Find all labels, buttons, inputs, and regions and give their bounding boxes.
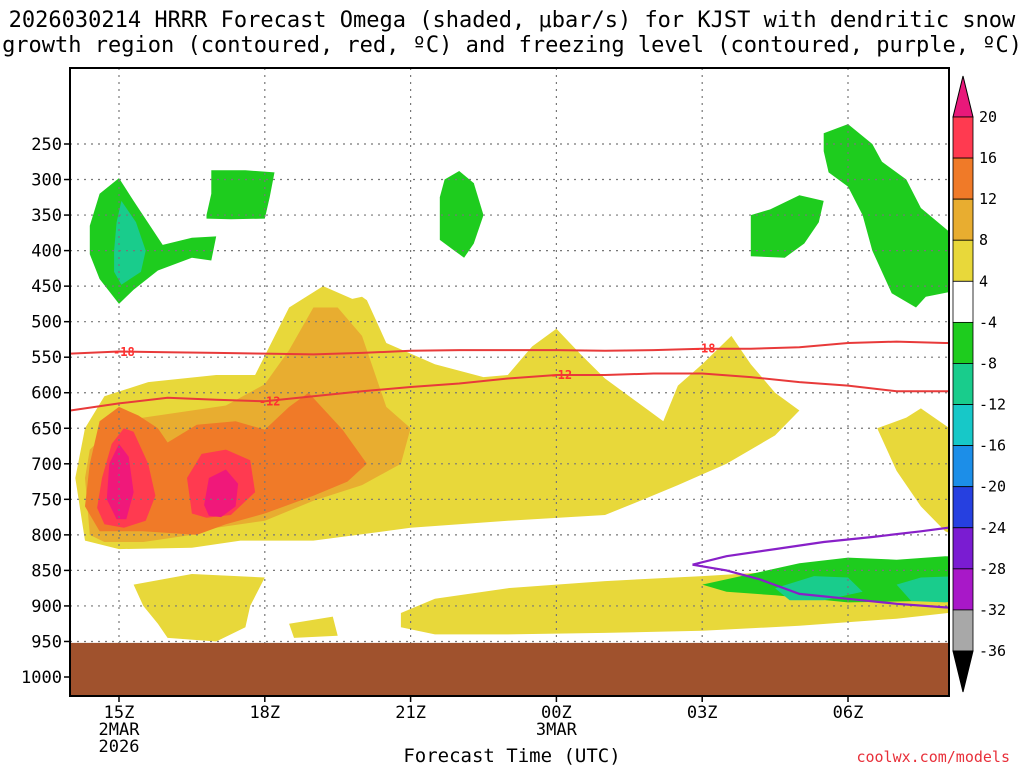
dgz-contour-0 (70, 340, 949, 356)
colorbar-swatch (952, 404, 974, 447)
x-tick-label: 15Z (104, 703, 135, 723)
omega-region-2 (289, 616, 338, 638)
freezing-contour-0 (692, 526, 949, 566)
colorbar-label: -4 (979, 313, 997, 331)
colorbar-swatch (952, 321, 974, 364)
y-tick-label: 600 (31, 384, 62, 404)
y-tick-label: 950 (31, 632, 62, 652)
y-tick-label: 900 (31, 597, 62, 617)
colorbar-swatch (952, 568, 974, 611)
y-tick-label: 550 (31, 348, 62, 368)
y-tick-label: 400 (31, 242, 62, 262)
colorbar-swatch (952, 116, 974, 159)
omega-region-14 (750, 195, 824, 258)
terrain-mask (70, 642, 949, 696)
omega-region-4 (877, 408, 949, 533)
x-tick-label: 00Z (541, 703, 572, 723)
x-tick-label: 03Z (687, 703, 718, 723)
colorbar-swatch (952, 239, 974, 282)
colorbar-swatch (952, 198, 974, 241)
colorbar-label: -24 (979, 519, 1006, 537)
dgz-contour-label: -18 (694, 342, 716, 356)
colorbar-swatch (952, 363, 974, 405)
colorbar-label: -16 (979, 437, 1006, 455)
page-title: 2026030214 HRRR Forecast Omega (shaded, … (2, 8, 1022, 58)
colorbar-label: -12 (979, 396, 1006, 414)
dgz-contour-label: -12 (550, 368, 572, 382)
colorbar-label: -32 (979, 601, 1006, 619)
y-tick-label: 250 (31, 135, 62, 155)
y-tick-label: 500 (31, 313, 62, 333)
y-tick-label: 450 (31, 277, 62, 297)
plot-frame (69, 67, 950, 697)
omega-region-19 (896, 576, 949, 603)
colorbar-swatch (952, 445, 974, 488)
colorbar-swatch (952, 527, 974, 570)
x-tick-label: 06Z (833, 703, 864, 723)
y-tick-label: 1000 (21, 668, 62, 688)
y-axis: 250 300 350 400 450 500 550 600 650 700 750 800 850 9… (21, 135, 70, 688)
colorbar-label: 4 (979, 272, 988, 290)
dgz-contour-1 (70, 372, 949, 412)
x-tick-label: 21Z (395, 703, 426, 723)
y-tick-label: 700 (31, 455, 62, 475)
colorbar-swatch (952, 280, 974, 323)
x-tick-label: 18Z (249, 703, 280, 723)
x-tick-label: 2MAR (99, 720, 141, 740)
colorbar-label: -20 (979, 478, 1006, 496)
dgz-contour-label: -12 (259, 394, 281, 408)
colorbar-label: 20 (979, 108, 997, 126)
colorbar-swatch (952, 157, 974, 200)
x-axis-title: Forecast Time (UTC) (403, 745, 621, 767)
freezing-contour-1 (692, 563, 949, 609)
omega-region-1 (133, 574, 265, 642)
y-tick-label: 650 (31, 419, 62, 439)
x-tick-label: 2026 (99, 737, 140, 757)
y-tick-label: 350 (31, 206, 62, 226)
dgz-contour-label: -18 (113, 345, 135, 359)
credit-link[interactable]: coolwx.com/models (856, 748, 1010, 766)
colorbar-label: -8 (979, 354, 997, 372)
y-tick-label: 300 (31, 171, 62, 191)
colorbar-swatch (952, 609, 974, 652)
omega-region-17 (114, 200, 146, 285)
contour-lines: -18 -12 -18 -12 (70, 340, 949, 609)
colorbar-swatch (952, 486, 974, 529)
omega-region-13 (439, 171, 484, 258)
colorbar-label: -28 (979, 560, 1006, 578)
y-tick-label: 750 (31, 490, 62, 510)
colorbar-bottom-arrow (952, 650, 974, 693)
y-tick-label: 800 (31, 526, 62, 546)
colorbar-label: 8 (979, 231, 988, 249)
colorbar: 20 16 12 8 4 -4 -8 -12 -16 -20 -24 -28 -32 -36 (952, 75, 1006, 693)
omega-region-9 (106, 443, 134, 520)
colorbar-label: 12 (979, 190, 997, 208)
omega-region-12 (206, 170, 275, 220)
colorbar-top-arrow (952, 75, 974, 118)
y-tick-label: 850 (31, 561, 62, 581)
x-tick-label: 3MAR (536, 720, 578, 740)
colorbar-label: 16 (979, 149, 997, 167)
omega-region-15 (823, 124, 949, 308)
omega-region-10 (204, 469, 239, 518)
colorbar-label: -36 (979, 642, 1006, 660)
terrain-ground (70, 642, 949, 696)
